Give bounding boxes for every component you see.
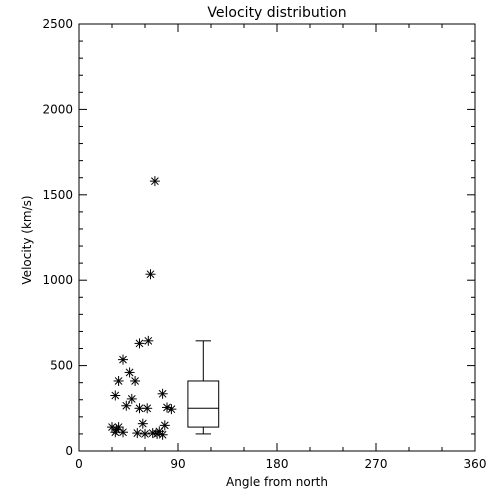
data-point <box>157 429 168 440</box>
y-tick-label: 1500 <box>42 188 73 202</box>
chart-title: Velocity distribution <box>207 5 346 21</box>
x-axis-ticks: 0 90 180 270 360 <box>75 24 486 471</box>
data-point <box>162 402 172 413</box>
data-point <box>137 418 148 429</box>
y-tick-label: 2500 <box>42 17 73 31</box>
data-point <box>118 427 128 438</box>
data-point <box>118 354 128 365</box>
data-point <box>140 428 150 439</box>
data-point <box>159 420 170 431</box>
box-plot <box>187 340 220 435</box>
x-tick-label: 270 <box>365 457 388 471</box>
x-tick-label: 90 <box>170 457 185 471</box>
data-point <box>113 422 124 433</box>
data-point <box>149 176 160 187</box>
x-tick-label: 360 <box>464 457 487 471</box>
data-point <box>145 269 156 280</box>
y-axis-ticks: 0 500 1000 1500 2000 2500 <box>42 17 475 458</box>
x-tick-label: 0 <box>75 457 83 471</box>
y-tick-label: 2000 <box>42 102 73 116</box>
y-tick-label: 500 <box>50 359 73 373</box>
data-point <box>157 388 168 399</box>
data-point <box>166 404 177 415</box>
x-tick-label: 180 <box>266 457 289 471</box>
box-iqr <box>187 380 220 428</box>
data-point <box>124 367 135 378</box>
scatter-points <box>107 176 177 440</box>
data-point <box>142 403 153 414</box>
data-point <box>143 335 154 346</box>
data-point <box>126 393 137 404</box>
y-axis-label: Velocity (km/s) <box>20 195 34 284</box>
data-point <box>121 400 132 411</box>
data-point <box>130 375 141 386</box>
data-point <box>132 428 143 439</box>
data-point <box>110 390 121 401</box>
y-tick-label: 0 <box>65 444 73 458</box>
data-point <box>134 338 145 349</box>
data-point <box>113 375 124 386</box>
y-tick-label: 1000 <box>42 273 73 287</box>
x-axis-label: Angle from north <box>226 475 328 489</box>
